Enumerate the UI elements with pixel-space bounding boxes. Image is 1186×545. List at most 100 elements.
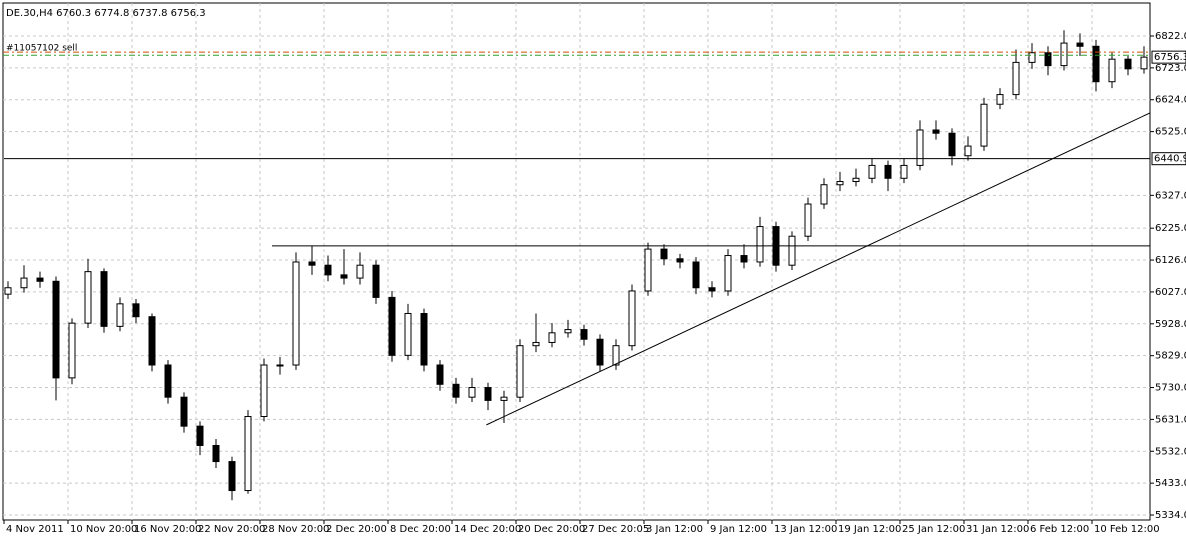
candle-body [484, 387, 492, 401]
candle-body [916, 129, 924, 166]
candle-body [1092, 45, 1100, 83]
grid [3, 3, 1150, 520]
candle-body [404, 312, 412, 356]
y-tick-label: 6225.0 [1155, 223, 1186, 234]
candle-body [420, 312, 428, 366]
candle-body [340, 274, 348, 279]
candle-body [644, 248, 652, 292]
x-tick-label: 10 Feb 12:00 [1094, 524, 1160, 535]
candle-body [68, 322, 76, 379]
last-price-marker [1151, 50, 1186, 64]
candle-body [372, 264, 380, 298]
x-tick-label: 3 Jan 12:00 [646, 524, 703, 535]
candle-body [1124, 58, 1132, 70]
candle-body [788, 235, 796, 266]
candle-body [84, 271, 92, 324]
x-tick-label: 16 Nov 20:00 [134, 524, 201, 535]
candle-body [228, 461, 236, 492]
candle-body [676, 258, 684, 263]
last-price-label: 6756.3 [1154, 52, 1186, 63]
y-tick-label: 6723.0 [1155, 63, 1186, 74]
candle-body [900, 164, 908, 179]
y-tick-label: 6126.0 [1155, 255, 1186, 266]
plot-frame [2, 2, 1151, 521]
x-tick-label: 2 Dec 20:00 [326, 524, 387, 535]
y-tick-label: 5334.0 [1155, 510, 1186, 521]
candle-body [52, 280, 60, 379]
y-tick-label: 5631.0 [1155, 414, 1186, 425]
y-tick-label: 5532.0 [1155, 446, 1186, 457]
candle-body [468, 387, 476, 398]
candle-body [452, 383, 460, 398]
candle-body [964, 145, 972, 157]
candle-body [260, 364, 268, 418]
candle-body [516, 345, 524, 398]
candle-body [1108, 58, 1116, 83]
x-tick-label: 13 Jan 12:00 [774, 524, 837, 535]
candle-body [324, 264, 332, 276]
candle-body [116, 303, 124, 327]
candle-body [36, 277, 44, 282]
candle-body [148, 316, 156, 366]
candle-body [724, 255, 732, 292]
candle-body [980, 103, 988, 147]
x-tick-label: 31 Jan 12:00 [966, 524, 1029, 535]
y-tick-label: 6525.0 [1155, 127, 1186, 138]
order-label: #11057102 sell [6, 44, 77, 54]
candle-body [932, 129, 940, 134]
candle-body [1012, 61, 1020, 96]
candle-body [708, 287, 716, 292]
y-tick-label: 6624.0 [1155, 95, 1186, 106]
candle-body [1060, 42, 1068, 67]
marks [4, 30, 1148, 501]
candle-body [1044, 52, 1052, 67]
y-tick-label: 5433.0 [1155, 478, 1186, 489]
candle-body [164, 364, 172, 398]
candle-body [308, 261, 316, 266]
candle-body [500, 396, 508, 401]
candle-body [948, 132, 956, 157]
candle-body [852, 177, 860, 183]
candle-body [1140, 56, 1148, 70]
y-tick-label: 5829.0 [1155, 351, 1186, 362]
candle-body [276, 364, 284, 367]
candle-body [532, 341, 540, 347]
candle-body [884, 164, 892, 179]
level-label: 6440.9 [1154, 154, 1186, 165]
candle-body [1028, 52, 1036, 63]
x-tick-label: 8 Dec 20:00 [390, 524, 451, 535]
candle-body [196, 425, 204, 446]
candle-body [244, 416, 252, 492]
candle-body [4, 287, 12, 295]
candle-body [804, 203, 812, 237]
candle-body [100, 271, 108, 327]
level-marker [1151, 152, 1186, 166]
x-tick-label: 19 Jan 12:00 [838, 524, 901, 535]
candle-body [388, 296, 396, 356]
candle-body [436, 364, 444, 385]
y-tick-label: 6027.0 [1155, 287, 1186, 298]
candle-body [820, 184, 828, 205]
x-tick-label: 4 Nov 2011 [6, 524, 64, 535]
y-tick-label: 5928.0 [1155, 319, 1186, 330]
x-tick-label: 25 Jan 12:00 [902, 524, 965, 535]
candle-body [740, 255, 748, 263]
candle-body [660, 248, 668, 260]
candle-body [756, 226, 764, 263]
candle-body [548, 332, 556, 343]
chart-title: DE.30,H4 6760.3 6774.8 6737.8 6756.3 [6, 8, 206, 19]
x-tick-label: 14 Dec 20:00 [454, 524, 521, 535]
candle-body [356, 264, 364, 279]
candle-body [212, 444, 220, 463]
x-tick-label: 10 Nov 20:00 [70, 524, 137, 535]
candle-body [1076, 42, 1084, 47]
candle-body [692, 261, 700, 289]
candle-body [868, 164, 876, 179]
x-tick-label: 20 Dec 20:00 [518, 524, 585, 535]
candle-body [996, 94, 1004, 105]
candle-body [564, 329, 572, 334]
x-tick-label: 28 Nov 20:00 [262, 524, 329, 535]
x-tick-label: 27 Dec 20:05 [582, 524, 649, 535]
